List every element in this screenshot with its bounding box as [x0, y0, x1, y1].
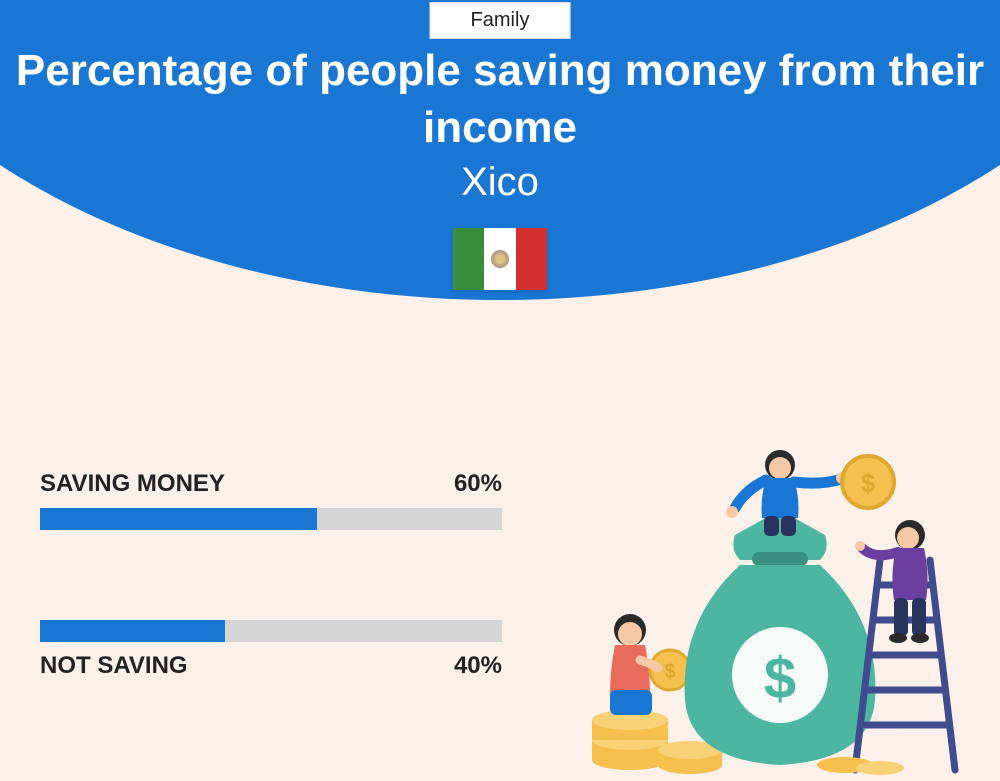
money-bag-icon: $ — [685, 510, 876, 765]
person-top-icon: $ — [726, 450, 894, 536]
svg-text:$: $ — [861, 468, 876, 498]
savings-illustration: $ $ $ — [580, 440, 980, 776]
coin-pile-icon — [817, 757, 904, 775]
bars-section: SAVING MONEY 60% NOT SAVING 40% — [40, 470, 502, 770]
bar-track — [40, 620, 502, 642]
flag-stripe-green — [453, 228, 484, 290]
bar-not-saving: NOT SAVING 40% — [40, 620, 502, 680]
flag-stripe-red — [516, 228, 547, 290]
bar-value: 60% — [454, 470, 502, 498]
bar-saving-money: SAVING MONEY 60% — [40, 470, 502, 530]
person-sitting-icon: $ — [610, 614, 690, 715]
bar-fill — [40, 508, 317, 530]
bar-value: 40% — [454, 652, 502, 680]
svg-text:$: $ — [764, 646, 796, 711]
bar-fill — [40, 620, 225, 642]
mexico-flag-icon — [453, 228, 547, 290]
bar-label: SAVING MONEY — [40, 470, 225, 498]
location-name: Xico — [0, 160, 1000, 205]
bar-track — [40, 508, 502, 530]
category-tag: Family — [430, 2, 571, 39]
flag-emblem-icon — [491, 250, 509, 268]
page-title: Percentage of people saving money from t… — [0, 42, 1000, 156]
svg-text:$: $ — [664, 661, 675, 683]
bar-label: NOT SAVING — [40, 652, 188, 680]
title-block: Percentage of people saving money from t… — [0, 42, 1000, 205]
flag-stripe-white — [484, 228, 515, 290]
